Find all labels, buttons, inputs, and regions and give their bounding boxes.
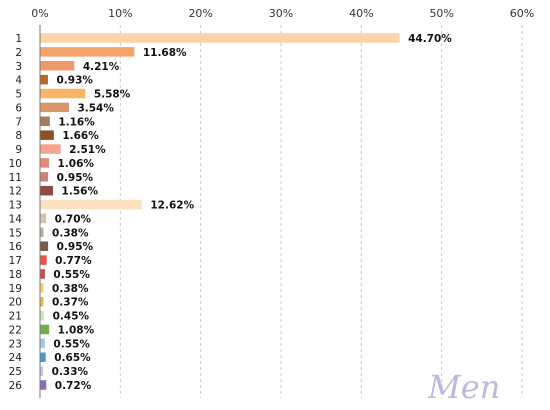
value-label: 0.55% <box>53 338 90 350</box>
value-label: 0.95% <box>57 241 94 253</box>
category-label: 14 <box>9 213 23 225</box>
value-label: 1.08% <box>58 324 95 336</box>
value-label: 0.95% <box>57 172 94 184</box>
category-label: 19 <box>9 283 22 295</box>
bar-13 <box>40 199 142 210</box>
bar-22 <box>40 324 50 335</box>
category-label: 9 <box>15 144 22 156</box>
category-label: 17 <box>9 255 22 267</box>
bar-15 <box>40 227 44 238</box>
category-label: 7 <box>15 116 22 128</box>
bar-6 <box>40 102 69 113</box>
category-label: 15 <box>9 227 22 239</box>
bar-24 <box>40 352 46 362</box>
x-tick-label: 10% <box>108 7 132 20</box>
category-labels: 1234567891011121314151617181920212223242… <box>9 33 23 392</box>
value-label: 4.21% <box>83 61 120 73</box>
value-label: 2.51% <box>69 144 106 156</box>
bar-5 <box>40 88 86 99</box>
bar-3 <box>40 61 75 71</box>
value-label: 0.93% <box>56 75 93 87</box>
category-label: 16 <box>9 241 23 253</box>
category-label: 2 <box>15 47 22 59</box>
bar-14 <box>40 213 47 224</box>
bar-21 <box>40 310 45 321</box>
value-label: 0.77% <box>55 255 92 267</box>
bar-7 <box>40 116 50 127</box>
category-label: 3 <box>15 61 22 73</box>
category-label: 5 <box>15 89 22 101</box>
category-label: 12 <box>9 186 22 198</box>
value-label: 0.72% <box>55 380 92 392</box>
grid-lines <box>39 25 523 398</box>
bar-1 <box>40 33 400 43</box>
category-label: 25 <box>9 366 22 378</box>
category-label: 21 <box>9 311 22 323</box>
x-tick-label: 60% <box>510 7 534 20</box>
bar-12 <box>40 185 54 196</box>
watermark-text: Men <box>427 368 500 406</box>
category-label: 22 <box>9 324 22 336</box>
bar-26 <box>40 380 47 390</box>
bar-8 <box>40 130 54 140</box>
bar-25 <box>40 366 44 376</box>
value-label: 1.06% <box>58 158 95 170</box>
category-label: 10 <box>9 158 22 170</box>
x-tick-label: 40% <box>349 7 373 20</box>
value-label: 0.55% <box>53 269 90 281</box>
x-tick-label: 20% <box>188 7 212 20</box>
bar-10 <box>40 158 50 168</box>
value-label: 0.65% <box>54 352 91 364</box>
value-label: 0.37% <box>52 297 89 309</box>
category-label: 23 <box>9 338 22 350</box>
category-label: 1 <box>15 33 22 45</box>
category-label: 8 <box>15 130 22 142</box>
value-label: 1.66% <box>62 130 99 142</box>
category-label: 20 <box>9 297 22 309</box>
value-label: 0.70% <box>55 213 92 225</box>
bar-19 <box>40 283 44 293</box>
value-labels: 44.70% 11.68% 4.21% 0.93%5.58%3.54% 1.16% 1.6… <box>52 33 453 392</box>
value-label: 12.62% <box>150 200 194 212</box>
x-tick-label: 0% <box>31 7 48 20</box>
category-label: 4 <box>15 75 22 87</box>
category-label: 11 <box>9 172 22 184</box>
bar-11 <box>40 172 49 182</box>
bar-17 <box>40 255 47 265</box>
category-label: 24 <box>9 352 23 364</box>
bar-4 <box>40 74 48 85</box>
category-label: 13 <box>9 200 22 212</box>
bar-18 <box>40 269 45 279</box>
bars <box>40 33 400 390</box>
value-label: 0.45% <box>53 311 90 323</box>
value-label: 0.38% <box>52 227 89 239</box>
category-label: 26 <box>9 380 23 392</box>
x-tick-label: 50% <box>429 7 453 20</box>
value-label: 11.68% <box>143 47 187 59</box>
value-label: 0.33% <box>52 366 89 378</box>
value-label: 1.16% <box>58 116 95 128</box>
value-label: 1.56% <box>62 186 99 198</box>
value-label: 3.54% <box>77 102 114 114</box>
value-label: 5.58% <box>94 89 131 101</box>
bar-2 <box>40 47 135 57</box>
value-label: 44.70% <box>408 33 452 45</box>
bar-20 <box>40 296 44 307</box>
bar-23 <box>40 338 45 349</box>
category-label: 6 <box>15 102 22 114</box>
value-label: 0.38% <box>52 283 89 295</box>
category-label: 18 <box>9 269 22 281</box>
x-axis-ticks: 0% 10% 20% 30% 40% 50% 60% <box>31 7 534 20</box>
bar-16 <box>40 241 49 251</box>
x-tick-label: 30% <box>269 7 293 20</box>
bar-9 <box>40 144 61 154</box>
